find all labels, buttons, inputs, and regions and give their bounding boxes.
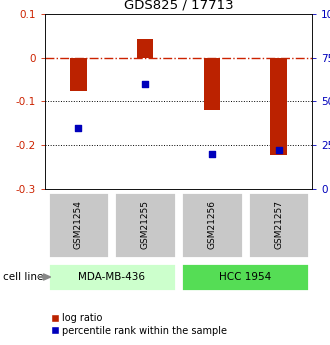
Point — [143, 81, 148, 87]
Bar — [137, 39, 153, 58]
Bar — [70, 58, 87, 90]
Bar — [248, 192, 309, 258]
Bar — [270, 58, 287, 155]
Point — [209, 151, 214, 157]
Text: GSM21257: GSM21257 — [274, 200, 283, 249]
Bar — [48, 192, 109, 258]
Text: GSM21255: GSM21255 — [141, 200, 149, 249]
Bar — [181, 192, 243, 258]
Text: cell line: cell line — [3, 272, 44, 282]
Title: GDS825 / 17713: GDS825 / 17713 — [124, 0, 233, 11]
Legend: log ratio, percentile rank within the sample: log ratio, percentile rank within the sa… — [50, 312, 228, 337]
Bar — [115, 192, 176, 258]
Bar — [181, 263, 309, 292]
Bar — [204, 58, 220, 110]
Point — [76, 125, 81, 130]
Text: GSM21254: GSM21254 — [74, 200, 83, 249]
Point — [276, 148, 281, 153]
Text: GSM21256: GSM21256 — [207, 200, 216, 249]
Text: MDA-MB-436: MDA-MB-436 — [78, 272, 145, 282]
Bar — [48, 263, 176, 292]
Text: HCC 1954: HCC 1954 — [219, 272, 271, 282]
